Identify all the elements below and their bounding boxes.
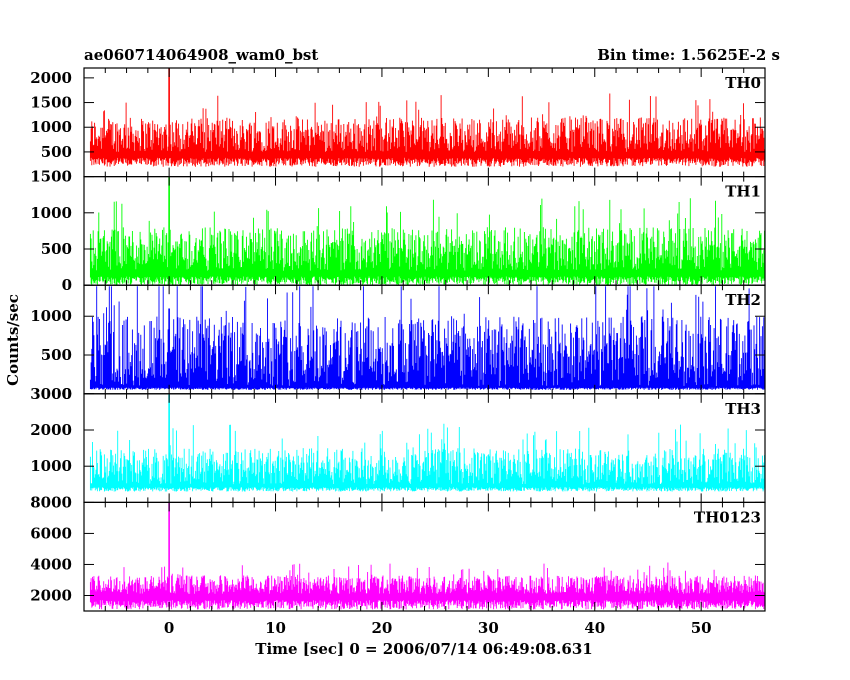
panel-th3: 1000 2000 3000 TH3 xyxy=(30,385,766,503)
y-tick-label: 1000 xyxy=(30,307,72,325)
x-tick-label: 0 xyxy=(164,619,174,637)
x-tick-label: 40 xyxy=(584,619,605,637)
bin-time-label: Bin time: 1.5625E-2 s xyxy=(597,46,780,64)
series-line-th0 xyxy=(89,93,765,167)
panel-th2: 0 500 1000 TH2 xyxy=(30,284,766,403)
series-label-th1: TH1 xyxy=(725,183,761,201)
panel-th0123: 2000 4000 6000 8000 TH0123 xyxy=(30,493,766,612)
x-tick-label: 10 xyxy=(265,619,286,637)
y-tick-label: 6000 xyxy=(30,524,72,542)
y-tick-label: 1500 xyxy=(30,94,72,112)
y-tick-label: 3000 xyxy=(30,385,72,403)
y-tick-label: 1000 xyxy=(30,204,72,222)
y-tick-label: 0 xyxy=(62,385,72,403)
series-label-th2: TH2 xyxy=(725,291,761,309)
y-tick-label: 1000 xyxy=(30,118,72,136)
y-tick-label: 0 xyxy=(62,276,72,294)
series-line-th1 xyxy=(89,198,765,286)
series-line-th0123 xyxy=(89,562,765,610)
y-tick-label: 1500 xyxy=(30,168,72,186)
y-tick-label: 8000 xyxy=(30,493,72,511)
y-tick-label: 2000 xyxy=(30,421,72,439)
y-tick-label: 4000 xyxy=(30,555,72,573)
chart-title: ae060714064908_wam0_bst xyxy=(84,46,318,64)
panel-th0: 500 1000 1500 2000 TH0 xyxy=(30,67,766,178)
series-label-th0123: TH0123 xyxy=(694,508,761,526)
series-line-th3 xyxy=(89,423,765,492)
x-axis-label: Time [sec] 0 = 2006/07/14 06:49:08.631 xyxy=(255,640,592,658)
y-tick-label: 500 xyxy=(41,346,72,364)
x-tick-label: 20 xyxy=(372,619,393,637)
y-tick-label: 1000 xyxy=(30,457,72,475)
series-label-th0: TH0 xyxy=(725,74,761,92)
y-tick-label: 2000 xyxy=(30,586,72,604)
y-tick-label: 500 xyxy=(41,240,72,258)
x-tick-label: 50 xyxy=(691,619,712,637)
y-tick-label: 500 xyxy=(41,143,72,161)
y-axis-label: Counts/sec xyxy=(4,294,22,386)
panel-th1: 0 500 1000 1500 TH1 xyxy=(30,168,766,294)
series-line-th2 xyxy=(89,286,765,390)
y-tick-label: 2000 xyxy=(30,69,72,87)
x-tick-label: 30 xyxy=(478,619,499,637)
series-label-th3: TH3 xyxy=(725,400,761,418)
